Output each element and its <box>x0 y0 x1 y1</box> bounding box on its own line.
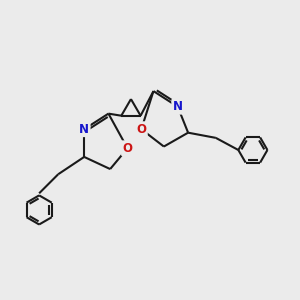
Text: O: O <box>136 123 146 136</box>
Text: O: O <box>122 142 133 155</box>
Text: N: N <box>173 100 183 113</box>
Text: N: N <box>79 123 89 136</box>
